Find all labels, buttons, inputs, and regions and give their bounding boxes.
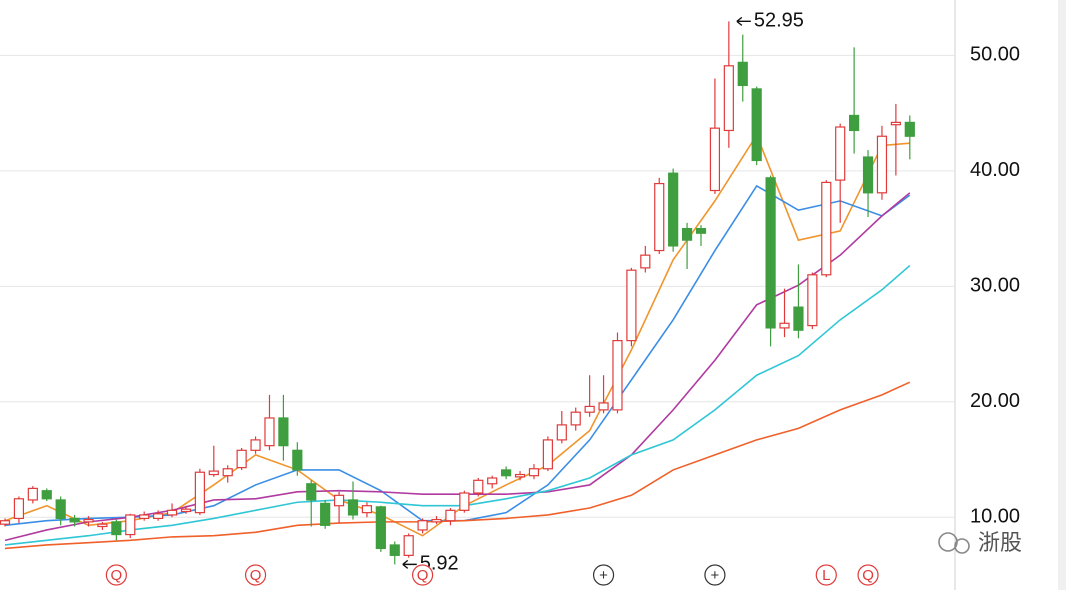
candle-body	[180, 508, 192, 513]
candle-body	[306, 483, 317, 501]
candle-body	[83, 518, 94, 523]
event-marker[interactable]	[815, 564, 837, 586]
event-marker[interactable]	[244, 564, 267, 586]
y-tick-label: 30.00	[970, 275, 1020, 297]
candles-layer	[0, 21, 915, 565]
candle-body	[431, 518, 442, 523]
candle-body	[723, 65, 734, 132]
event-marker-label: Q	[417, 567, 429, 584]
candle-body	[737, 61, 748, 87]
candle-body	[250, 439, 261, 451]
candle-body	[375, 506, 386, 550]
candle-body	[584, 405, 595, 413]
candle-body	[459, 492, 470, 511]
candle-body	[612, 340, 623, 411]
candle-body	[709, 127, 721, 192]
candle-body	[69, 517, 80, 523]
candle-body	[695, 228, 707, 234]
candle-body	[765, 177, 776, 329]
y-tick-label: 50.00	[970, 44, 1020, 66]
candle-body	[528, 468, 540, 477]
candle-body	[751, 88, 762, 162]
annotation-arrow	[736, 16, 751, 26]
annotation-label: 52.95	[754, 10, 804, 32]
candle-body	[640, 254, 651, 269]
candle-body	[13, 498, 25, 520]
candle-body	[139, 514, 150, 520]
watermark-icon	[954, 538, 970, 554]
candle-body	[681, 228, 693, 241]
candle-body	[55, 499, 66, 520]
candle-body	[264, 417, 275, 447]
scrollbar	[1058, 0, 1066, 590]
event-marker-label: L	[822, 567, 830, 584]
candle-body	[417, 520, 428, 531]
candle-body	[556, 424, 567, 441]
candle-body	[473, 479, 484, 494]
candle-body	[236, 449, 247, 469]
candle-body	[849, 114, 860, 132]
candle-body	[487, 477, 498, 485]
candle-body	[904, 121, 915, 137]
candle-body	[153, 513, 164, 520]
candle-body	[570, 411, 581, 426]
candle-body	[807, 274, 818, 327]
candle-body	[626, 269, 637, 342]
event-marker-label: +	[599, 567, 608, 584]
candle-body	[403, 535, 414, 556]
event-marker[interactable]	[105, 564, 127, 586]
candle-body	[292, 449, 303, 471]
candle-body	[862, 156, 874, 194]
candle-body	[890, 121, 901, 126]
candle-body	[821, 181, 832, 276]
candle-body	[125, 514, 136, 536]
ma-line	[4, 381, 911, 550]
candle-body	[278, 417, 289, 447]
candle-body	[0, 520, 11, 525]
candle-body	[166, 509, 178, 516]
candle-body	[654, 182, 665, 252]
candle-body	[41, 490, 52, 500]
candle-body	[320, 502, 331, 526]
candle-body	[793, 306, 804, 331]
event-marker[interactable]	[704, 564, 726, 586]
y-tick-label: 20.00	[970, 390, 1020, 412]
candle-body	[111, 521, 122, 536]
candle-body	[222, 468, 233, 477]
event-marker-label: Q	[250, 567, 262, 584]
watermark-text: 浙股	[978, 530, 1022, 555]
candle-body	[876, 135, 888, 194]
event-marker[interactable]	[857, 564, 879, 586]
candle-body	[208, 470, 219, 476]
y-tick-label: 40.00	[970, 159, 1020, 181]
candle-body	[779, 322, 790, 329]
event-marker-label: Q	[111, 567, 123, 584]
candle-body	[514, 473, 526, 478]
candle-body	[194, 471, 205, 514]
candle-body	[668, 172, 679, 247]
candle-body	[361, 505, 373, 514]
event-marker[interactable]	[592, 564, 615, 586]
event-marker[interactable]	[412, 564, 434, 586]
candle-body	[542, 439, 553, 470]
candle-body	[598, 402, 609, 411]
event-marker-label: +	[711, 567, 720, 584]
watermark: 浙股	[938, 530, 1022, 555]
candle-body	[27, 487, 38, 501]
candle-body	[445, 509, 456, 522]
y-tick-label: 10.00	[970, 506, 1020, 528]
candle-body	[347, 499, 359, 516]
candle-body	[501, 469, 512, 477]
candle-body	[835, 126, 846, 181]
candle-body	[389, 544, 400, 556]
event-marker-label: Q	[862, 567, 874, 584]
candle-body	[333, 494, 345, 507]
annotation-arrow	[402, 559, 417, 569]
candle-body	[97, 523, 108, 528]
